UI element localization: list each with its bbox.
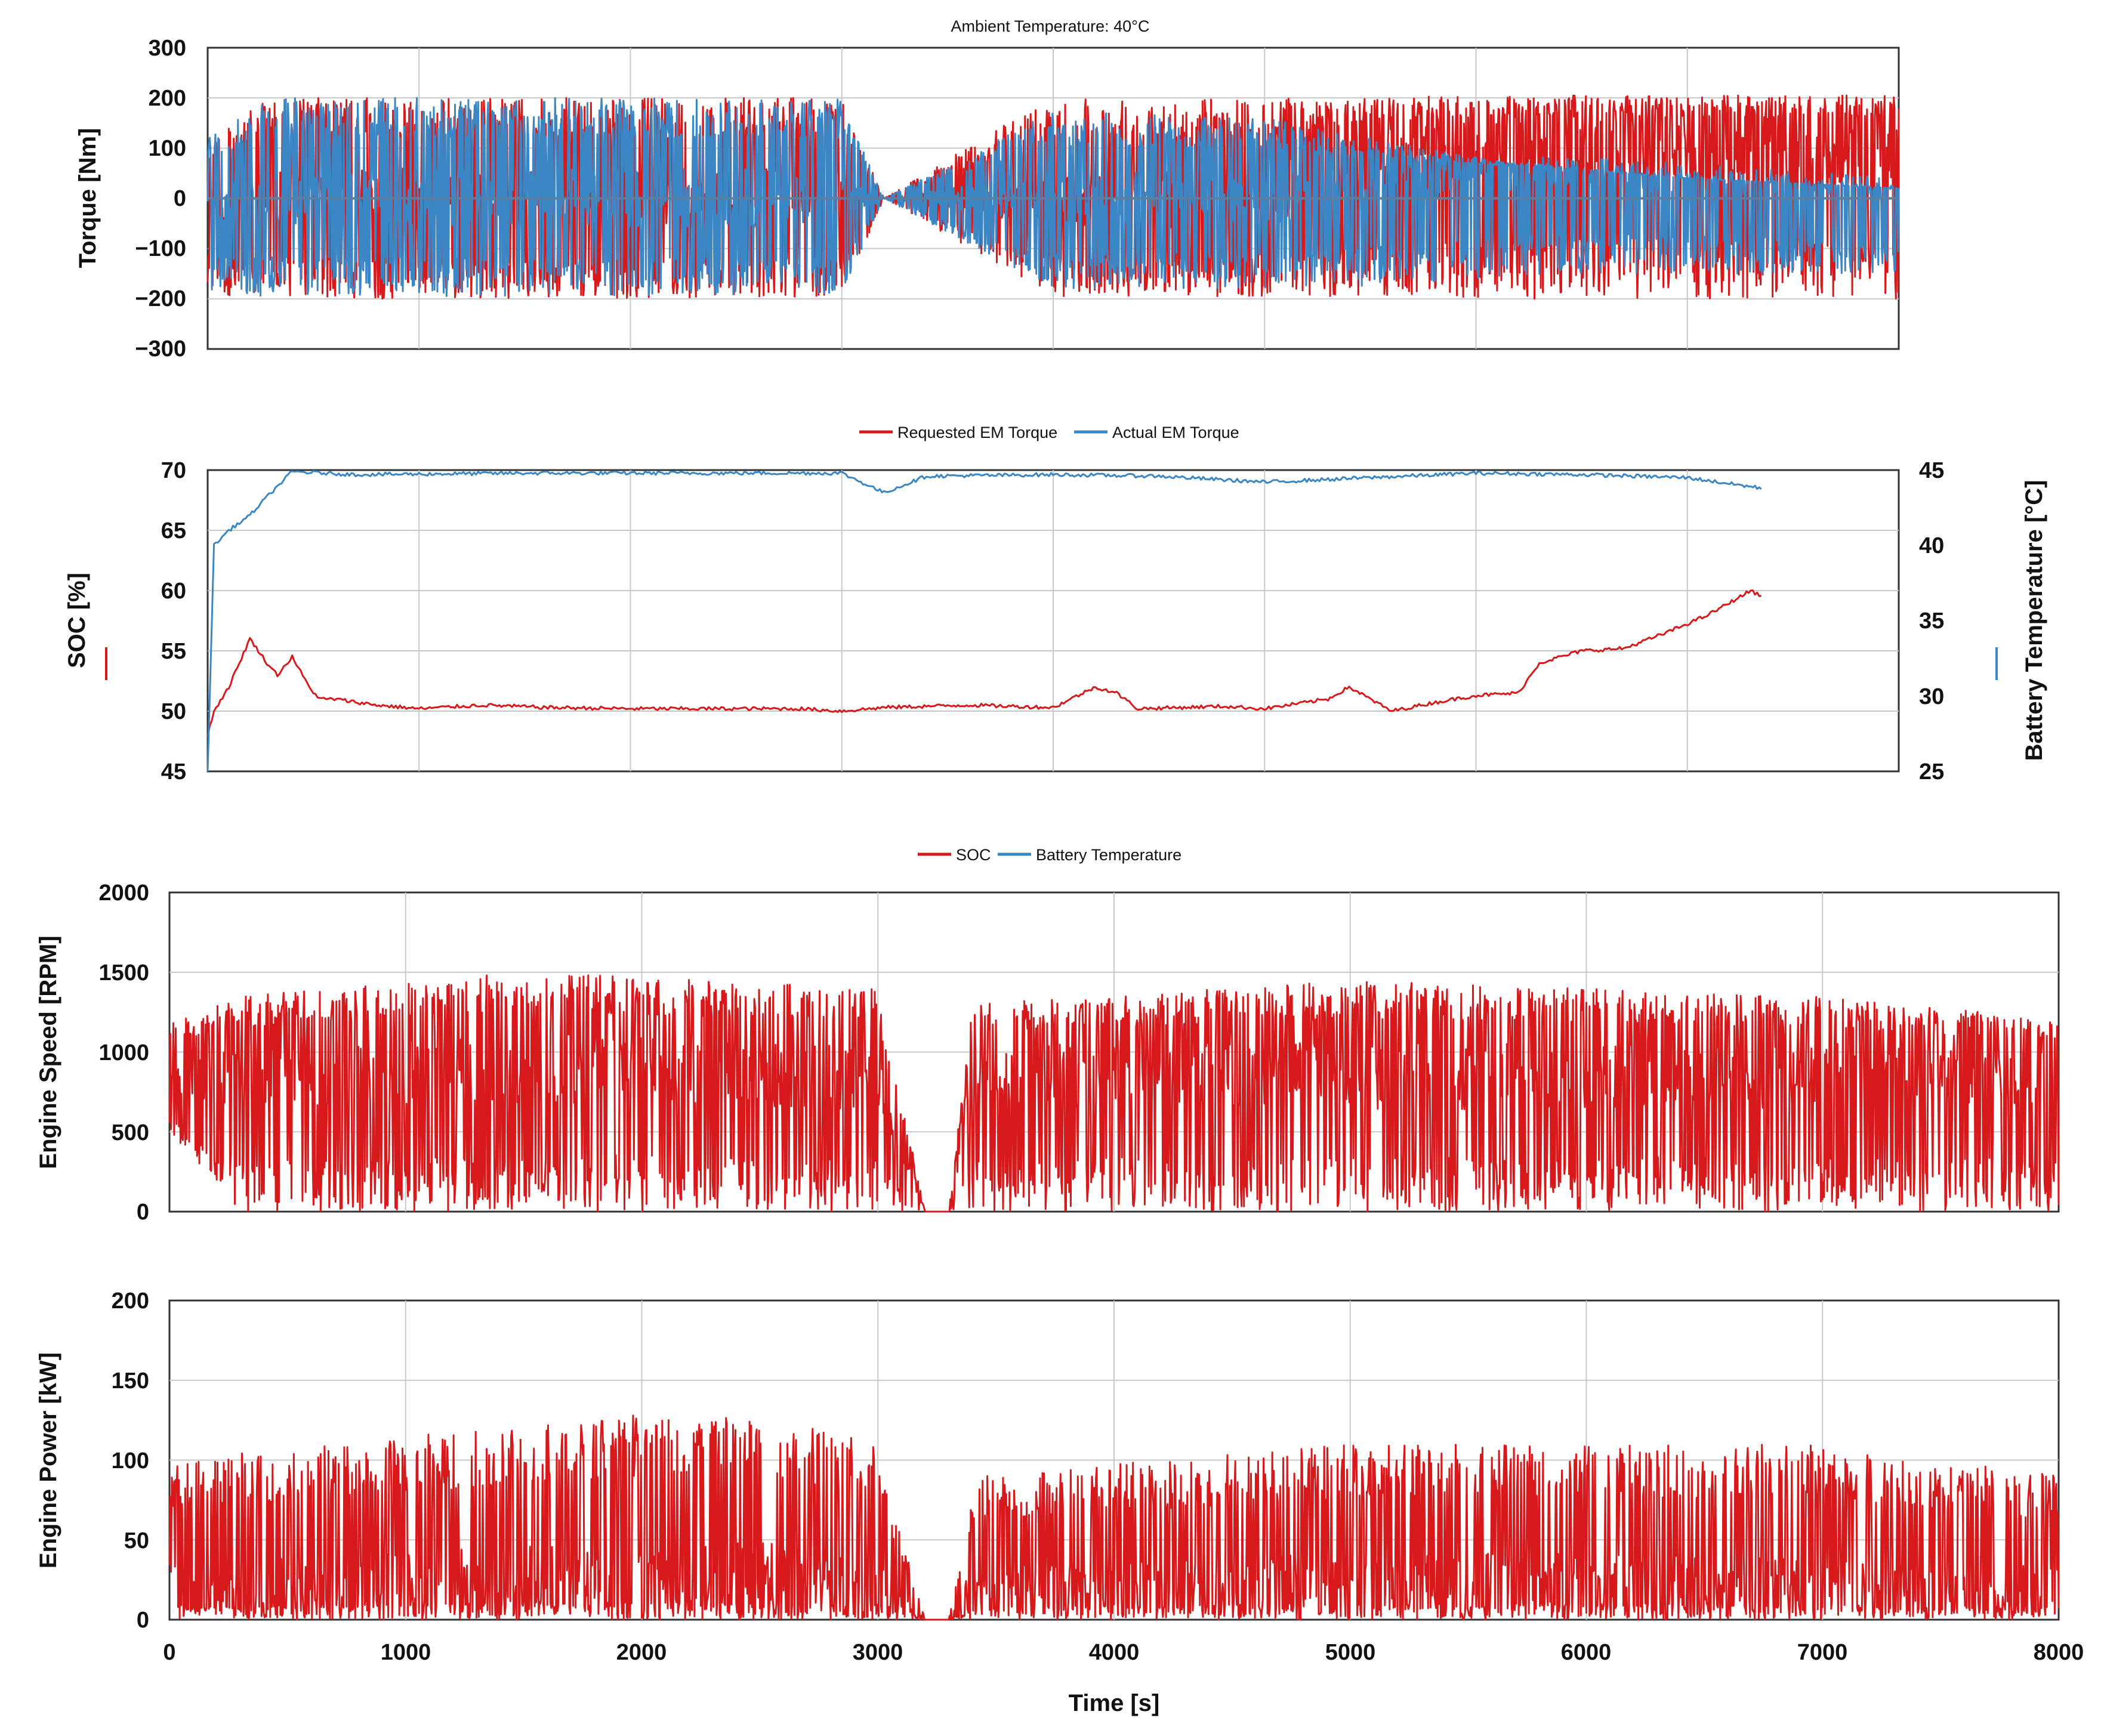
torque-legend: Requested EM Torque Actual EM Torque — [859, 424, 1239, 441]
engine-speed-y-axis: 2000 1500 1000 500 0 — [98, 881, 149, 1225]
time-xtick: 1000 — [381, 1640, 431, 1665]
engine-power-ytick: 150 — [112, 1369, 149, 1394]
engine-power-ytick: 100 — [112, 1448, 149, 1474]
series-line-battery-temperature — [206, 469, 1762, 772]
engine-speed-chart: 2000 1500 1000 500 0 Engine Speed [RPM] — [35, 881, 2060, 1225]
soc-ytick: 65 — [161, 518, 186, 543]
engine-power-series — [168, 1414, 2060, 1621]
engine-power-x-axis: 0 1000 2000 3000 4000 5000 6000 7000 800… — [163, 1640, 2084, 1665]
torque-ytick: −100 — [135, 236, 186, 261]
engine-speed-ylabel: Engine Speed [RPM] — [35, 935, 61, 1169]
legend-label-actual-em-torque: Actual EM Torque — [1112, 424, 1239, 441]
torque-chart: Ambient Temperature: 40°C 300 200 100 0 … — [75, 17, 1900, 441]
torque-chart-title: Ambient Temperature: 40°C — [951, 17, 1150, 35]
time-xtick: 6000 — [1561, 1640, 1612, 1665]
legend-label-battery-temperature: Battery Temperature — [1036, 846, 1181, 864]
series-line-soc — [206, 589, 1761, 737]
soc-y2-axis: 45 40 35 30 25 — [1919, 458, 1944, 784]
engine-power-ytick: 200 — [112, 1289, 149, 1314]
battery-temp-ytick: 40 — [1919, 533, 1944, 558]
soc-grid — [208, 470, 1899, 771]
torque-ytick: 300 — [149, 36, 186, 61]
battery-temp-ytick: 30 — [1919, 684, 1944, 709]
legend-label-soc: SOC — [956, 846, 991, 864]
torque-ytick: −300 — [135, 336, 186, 362]
soc-ytick: 50 — [161, 699, 186, 724]
battery-temp-ytick: 45 — [1919, 458, 1944, 483]
time-xtick: 4000 — [1089, 1640, 1140, 1665]
engine-speed-ytick: 1500 — [98, 960, 149, 986]
torque-ytick: 200 — [149, 86, 186, 111]
time-xtick: 8000 — [2034, 1640, 2084, 1665]
torque-y-axis: 300 200 100 0 −100 −200 −300 — [135, 36, 186, 362]
time-xtick: 0 — [163, 1640, 175, 1665]
engine-speed-series — [168, 974, 2060, 1213]
time-xtick: 2000 — [616, 1640, 667, 1665]
engine-speed-ytick: 1000 — [98, 1040, 149, 1065]
torque-ytick: 100 — [149, 136, 186, 161]
torque-series — [206, 94, 1900, 300]
battery-temp-ytick: 35 — [1919, 608, 1944, 634]
series-line-engine-speed — [168, 974, 2060, 1213]
torque-ylabel: Torque [Nm] — [75, 128, 101, 268]
time-xlabel: Time [s] — [1069, 1690, 1160, 1716]
soc-ytick: 70 — [161, 458, 186, 483]
engine-speed-ytick: 500 — [112, 1120, 149, 1145]
engine-power-ytick: 0 — [137, 1608, 149, 1633]
soc-legend: SOC Battery Temperature — [918, 846, 1181, 864]
torque-ytick: 0 — [174, 186, 186, 211]
soc-ytick: 60 — [161, 579, 186, 604]
time-xtick: 7000 — [1797, 1640, 1848, 1665]
time-xtick: 3000 — [853, 1640, 903, 1665]
battery-temp-ylabel: Battery Temperature [°C] — [2021, 480, 2047, 761]
engine-speed-ytick: 0 — [137, 1200, 149, 1225]
soc-series — [206, 469, 1762, 772]
engine-power-y-axis: 200 150 100 50 0 — [112, 1289, 149, 1633]
battery-temp-ytick: 25 — [1919, 759, 1944, 784]
torque-ytick: −200 — [135, 286, 186, 311]
soc-chart: 70 65 60 55 50 45 45 40 35 30 25 SOC [%]… — [64, 458, 2047, 864]
time-xtick: 5000 — [1325, 1640, 1376, 1665]
engine-power-ytick: 50 — [124, 1528, 149, 1553]
engine-power-ylabel: Engine Power [kW] — [35, 1352, 61, 1568]
legend-label-requested-em-torque: Requested EM Torque — [897, 424, 1057, 441]
series-line-engine-power — [168, 1414, 2060, 1621]
series-line-actual-em-torque — [206, 97, 1900, 297]
soc-y-axis: 70 65 60 55 50 45 — [161, 458, 186, 784]
soc-ytick: 55 — [161, 639, 186, 664]
engine-speed-ytick: 2000 — [98, 881, 149, 906]
engine-power-chart: 200 150 100 50 0 0 1000 2000 3000 4000 5… — [35, 1289, 2084, 1716]
soc-ytick: 45 — [161, 759, 186, 784]
soc-ylabel: SOC [%] — [64, 573, 90, 668]
